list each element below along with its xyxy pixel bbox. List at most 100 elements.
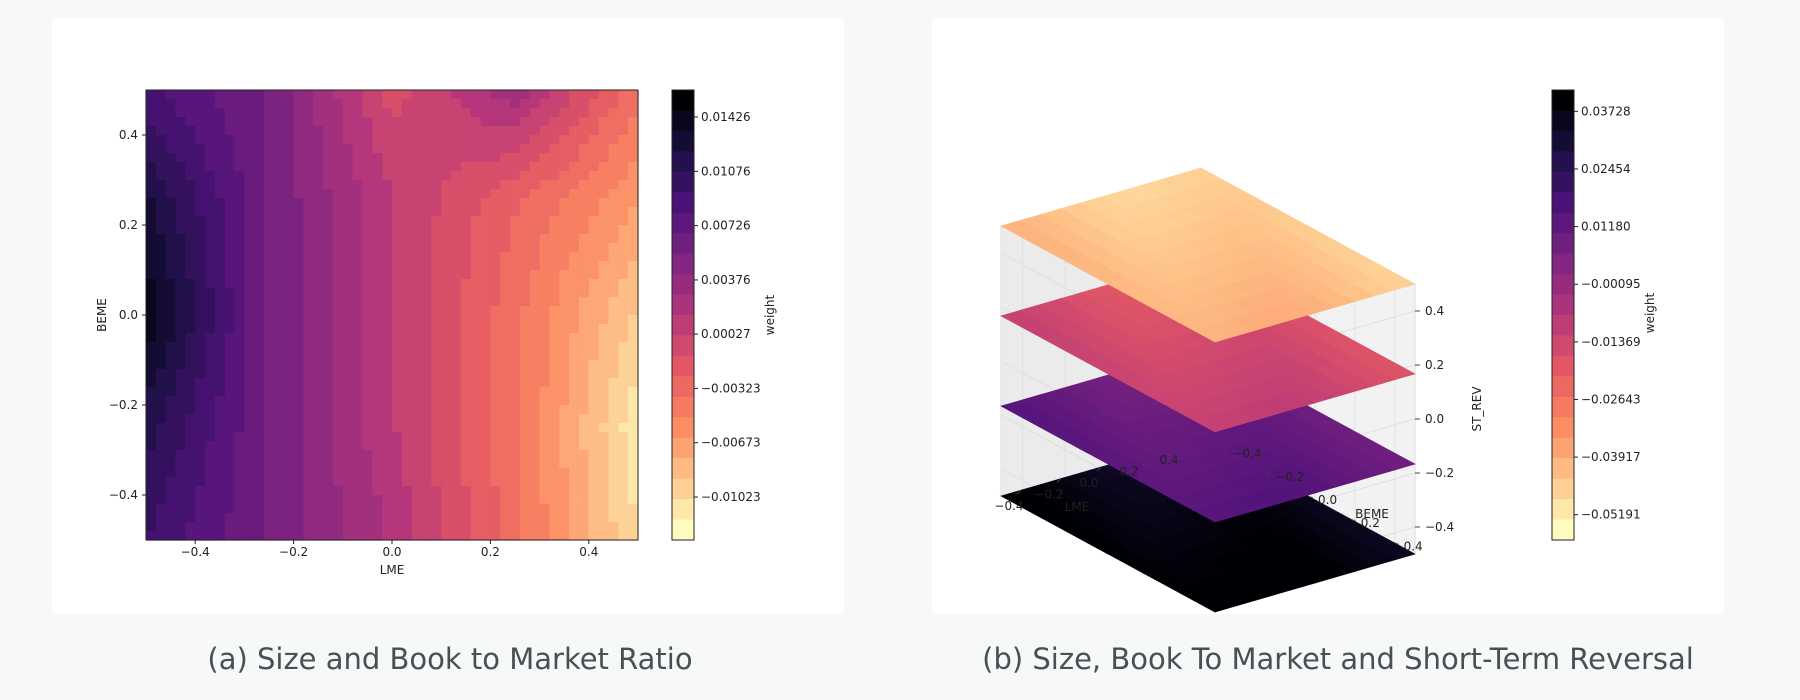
heatmap-cell <box>441 432 452 442</box>
heatmap-cell <box>588 117 600 127</box>
heatmap-cell <box>451 333 462 343</box>
heatmap-cell <box>332 99 344 109</box>
heatmap-cell <box>490 360 501 370</box>
heatmap-cell <box>362 189 373 199</box>
heatmap-cell <box>460 486 472 496</box>
heatmap-cell <box>224 279 236 289</box>
heatmap-cell <box>608 225 619 235</box>
heatmap-cell <box>569 144 580 154</box>
heatmap-cell <box>214 477 226 487</box>
heatmap-cell <box>175 144 186 154</box>
heatmap-cell <box>234 333 245 343</box>
heatmap-cell <box>372 198 383 208</box>
colorbar-label: weight <box>1643 292 1657 333</box>
heatmap-cell <box>332 441 344 451</box>
heatmap-cell <box>273 144 285 154</box>
heatmap-cell <box>303 531 314 541</box>
heatmap-cell <box>451 423 462 433</box>
heatmap-cell <box>539 126 551 136</box>
heatmap-cell <box>146 234 157 244</box>
heatmap-cell <box>264 342 275 352</box>
heatmap-cell <box>411 432 423 442</box>
heatmap-cell <box>549 405 560 415</box>
heatmap-cell <box>431 450 442 460</box>
heatmap-cell <box>470 207 482 217</box>
heatmap-cell <box>214 369 226 379</box>
heatmap-cell <box>490 216 501 226</box>
heatmap-cell <box>421 126 432 136</box>
colorbar-band <box>1552 130 1574 152</box>
heatmap-cell <box>578 459 590 469</box>
heatmap-cell <box>431 360 442 370</box>
heatmap-cell <box>549 99 560 109</box>
heatmap-cell <box>303 477 314 487</box>
heatmap-cell <box>313 477 324 487</box>
heatmap-cell <box>559 432 570 442</box>
heatmap-cell <box>569 450 580 460</box>
heatmap-cell <box>323 126 334 136</box>
heatmap-cell <box>441 234 452 244</box>
heatmap-cell <box>185 189 196 199</box>
heatmap-cell <box>598 297 610 307</box>
heatmap-cell <box>628 369 639 379</box>
heatmap-cell <box>500 207 511 217</box>
heatmap-cell <box>441 144 452 154</box>
heatmap-cell <box>195 315 206 325</box>
heatmap-cell <box>588 90 600 100</box>
heatmap-cell <box>598 261 610 271</box>
heatmap-cell <box>382 414 393 424</box>
heatmap-cell <box>392 207 403 217</box>
colorbar-band <box>1552 151 1574 173</box>
heatmap-cell <box>234 324 245 334</box>
heatmap-cell <box>342 117 354 127</box>
heatmap-cell <box>224 261 236 271</box>
heatmap-cell <box>303 288 314 298</box>
heatmap-cell <box>352 234 364 244</box>
heatmap-cell <box>549 135 560 145</box>
heatmap-cell <box>588 441 600 451</box>
heatmap-cell <box>559 342 570 352</box>
heatmap-cell <box>401 207 413 217</box>
heatmap-cell <box>618 342 629 352</box>
heatmap-cell <box>588 432 600 442</box>
heatmap-cell <box>342 252 354 262</box>
heatmap-cell <box>342 450 354 460</box>
heatmap-cell <box>155 351 167 361</box>
heatmap-cell <box>431 90 442 100</box>
heatmap-cell <box>303 108 314 118</box>
heatmap-cell <box>244 144 255 154</box>
heatmap-cell <box>480 486 491 496</box>
heatmap-cell <box>608 459 619 469</box>
heatmap-cell <box>165 90 177 100</box>
heatmap-cell <box>323 333 334 343</box>
heatmap-cell <box>401 270 413 280</box>
heatmap-cell <box>559 531 570 541</box>
heatmap-cell <box>608 180 619 190</box>
heatmap-cell <box>470 117 482 127</box>
heatmap-cell <box>431 495 442 505</box>
heatmap-cell <box>500 252 511 262</box>
heatmap-cell <box>293 531 305 541</box>
heatmap-cell <box>559 297 570 307</box>
heatmap-cell <box>392 459 403 469</box>
heatmap-cell <box>441 351 452 361</box>
heatmap-cell <box>460 495 472 505</box>
heatmap-cell <box>323 450 334 460</box>
heatmap-cell <box>490 135 501 145</box>
heatmap-cell <box>451 513 462 523</box>
heatmap-cell <box>569 495 580 505</box>
heatmap-cell <box>362 441 373 451</box>
heatmap-cell <box>303 414 314 424</box>
heatmap-cell <box>332 369 344 379</box>
heatmap-cell <box>195 279 206 289</box>
heatmap-cell <box>382 522 393 532</box>
heatmap-cell <box>372 279 383 289</box>
heatmap-cell <box>372 99 383 109</box>
heatmap-cell <box>372 288 383 298</box>
heatmap-cell <box>205 333 216 343</box>
plane-cell <box>1372 452 1416 471</box>
heatmap-cell <box>313 126 324 136</box>
heatmap-cell <box>342 162 354 172</box>
heatmap-cell <box>431 423 442 433</box>
heatmap-cell <box>441 270 452 280</box>
